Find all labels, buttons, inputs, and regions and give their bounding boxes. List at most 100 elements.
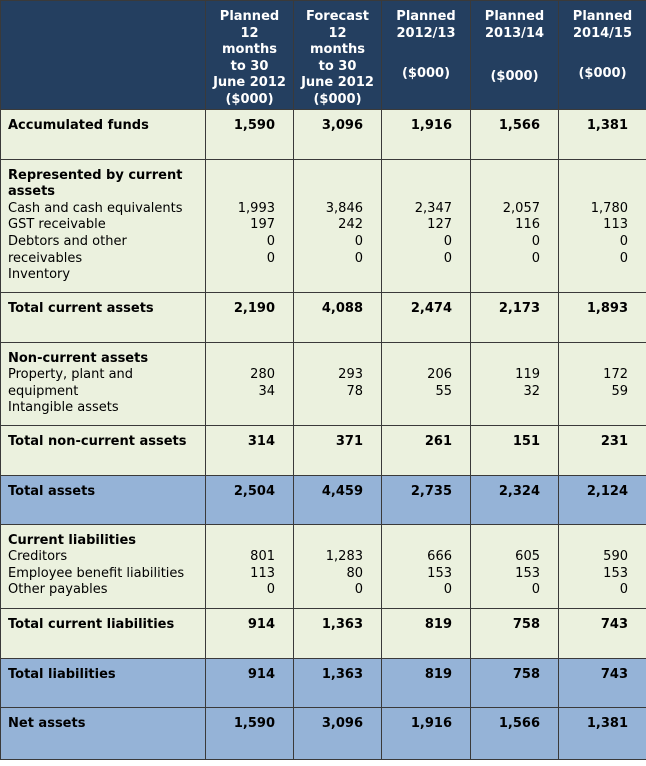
- table-cell: 1,363: [293, 657, 382, 708]
- row-total-liabilities: Total liabilities 914 1,363 819 758 743: [0, 657, 646, 708]
- cell-text: Property, plant and equipment: [8, 367, 134, 399]
- table-cell: 1,283 80 0: [293, 523, 382, 609]
- cell-text: 0: [531, 250, 540, 266]
- cell-text: 0: [531, 582, 540, 598]
- cell-text: 2,124: [586, 483, 628, 499]
- cell-text: 758: [512, 616, 540, 632]
- cell-text: Planned: [219, 9, 280, 24]
- cell-text: 1,916: [410, 715, 452, 731]
- cell-text: Total liabilities: [8, 666, 116, 682]
- cell-text: 242: [338, 217, 363, 233]
- cell-text: 914: [247, 666, 275, 682]
- cell-text: 0: [354, 233, 363, 249]
- section-heading: Represented by current assets: [8, 167, 183, 200]
- table-cell: 1,381: [558, 108, 646, 160]
- cell-text: 4,459: [321, 483, 363, 499]
- table-cell: 1,566: [470, 108, 559, 160]
- table-cell: Total liabilities: [0, 657, 206, 708]
- cell-text: 12: [240, 25, 259, 41]
- table-cell: 2,504: [205, 474, 294, 525]
- row-current-assets: Represented by current assets Cash and c…: [0, 158, 646, 293]
- cell-text: 0: [354, 250, 363, 266]
- section-heading: Current liabilities: [8, 532, 137, 548]
- cell-text: Total assets: [8, 483, 96, 499]
- cell-text: 0: [266, 582, 275, 598]
- header-planned-2012-13: Planned 2012/13 ($000): [381, 0, 471, 110]
- table-cell: 2,190: [205, 291, 294, 343]
- row-current-liabilities: Current liabilities Creditors Employee b…: [0, 523, 646, 609]
- table-cell: 119 32: [470, 341, 559, 426]
- cell-text: 3,846: [325, 200, 363, 216]
- cell-text: 0: [443, 250, 452, 266]
- cell-text: 819: [424, 666, 452, 682]
- cell-text: 0: [266, 233, 275, 249]
- cell-text: GST receivable: [8, 217, 106, 233]
- cell-text: Debtors and other receivables: [8, 233, 127, 266]
- cell-text: 0: [531, 233, 540, 249]
- cell-text: 153: [603, 565, 628, 581]
- header-row: Planned 12 months to 30 June 2012 ($000)…: [0, 0, 646, 110]
- table-cell: 2,057 116 0 0: [470, 158, 559, 293]
- cell-text: 0: [619, 582, 628, 598]
- cell-text: 914: [247, 616, 275, 632]
- table-cell: 743: [558, 607, 646, 659]
- cell-text: Total current assets: [8, 300, 154, 316]
- table-cell: 743: [558, 657, 646, 708]
- table-cell: 1,381: [558, 706, 646, 760]
- table-cell: 2,324: [470, 474, 559, 525]
- cell-text: 2012/13: [396, 25, 456, 41]
- table-cell: 280 34: [205, 341, 294, 426]
- cell-text: 1,993: [237, 200, 275, 216]
- cell-text: 78: [346, 383, 363, 399]
- table-cell: Total assets: [0, 474, 206, 525]
- cell-text: 1,566: [498, 117, 540, 133]
- table-cell: 1,893: [558, 291, 646, 343]
- header-corner: [0, 0, 206, 110]
- cell-text: Cash and cash equivalents: [8, 200, 183, 216]
- cell-text: 0: [443, 582, 452, 598]
- cell-text: 314: [247, 433, 275, 449]
- cell-text: Accumulated funds: [8, 117, 149, 133]
- cell-text: months: [222, 42, 277, 58]
- table-cell: 314: [205, 424, 294, 476]
- table-cell: 590 153 0: [558, 523, 646, 609]
- table-cell: 1,363: [293, 607, 382, 659]
- table-cell: 2,474: [381, 291, 471, 343]
- cell-text: 113: [250, 565, 275, 581]
- cell-text: ($000): [401, 66, 451, 82]
- cell-text: 2013/14: [484, 25, 545, 41]
- cell-text: 127: [427, 217, 452, 233]
- cell-text: 172: [603, 367, 628, 383]
- cell-text: 0: [619, 233, 628, 249]
- cell-text: to 30: [230, 58, 269, 74]
- table-cell: Total non-current assets: [0, 424, 206, 476]
- cell-text: June 2012: [213, 75, 286, 91]
- cell-text: 0: [619, 250, 628, 266]
- cell-text: 12: [328, 25, 347, 41]
- cell-text: ($000): [225, 91, 274, 107]
- cell-text: 0: [266, 250, 275, 266]
- cell-text: Employee benefit liabilities: [8, 565, 185, 581]
- header-planned-2013-14: Planned 2013/14 ($000): [470, 0, 559, 110]
- row-accumulated-funds: Accumulated funds 1,590 3,096 1,916 1,56…: [0, 108, 646, 160]
- cell-text: 1,381: [586, 715, 628, 731]
- section-heading: Non-current assets: [8, 350, 149, 366]
- cell-text: 261: [424, 433, 452, 449]
- table-cell: 914: [205, 607, 294, 659]
- cell-text: 32: [523, 383, 540, 399]
- header-planned-2014-15: Planned 2014/15 ($000): [558, 0, 646, 110]
- cell-text: 3,096: [321, 117, 363, 133]
- table-cell: Net assets: [0, 706, 206, 760]
- cell-text: 1,363: [321, 616, 363, 632]
- cell-text: 116: [515, 217, 540, 233]
- cell-text: 2,735: [410, 483, 452, 499]
- cell-text: 2,057: [502, 200, 540, 216]
- row-total-current-assets: Total current assets 2,190 4,088 2,474 2…: [0, 291, 646, 343]
- cell-text: 819: [424, 616, 452, 632]
- table-cell: 801 113 0: [205, 523, 294, 609]
- row-label: Accumulated funds: [0, 108, 206, 160]
- cell-text: to 30: [318, 58, 357, 74]
- cell-text: 280: [250, 367, 275, 383]
- cell-text: 119: [515, 367, 540, 383]
